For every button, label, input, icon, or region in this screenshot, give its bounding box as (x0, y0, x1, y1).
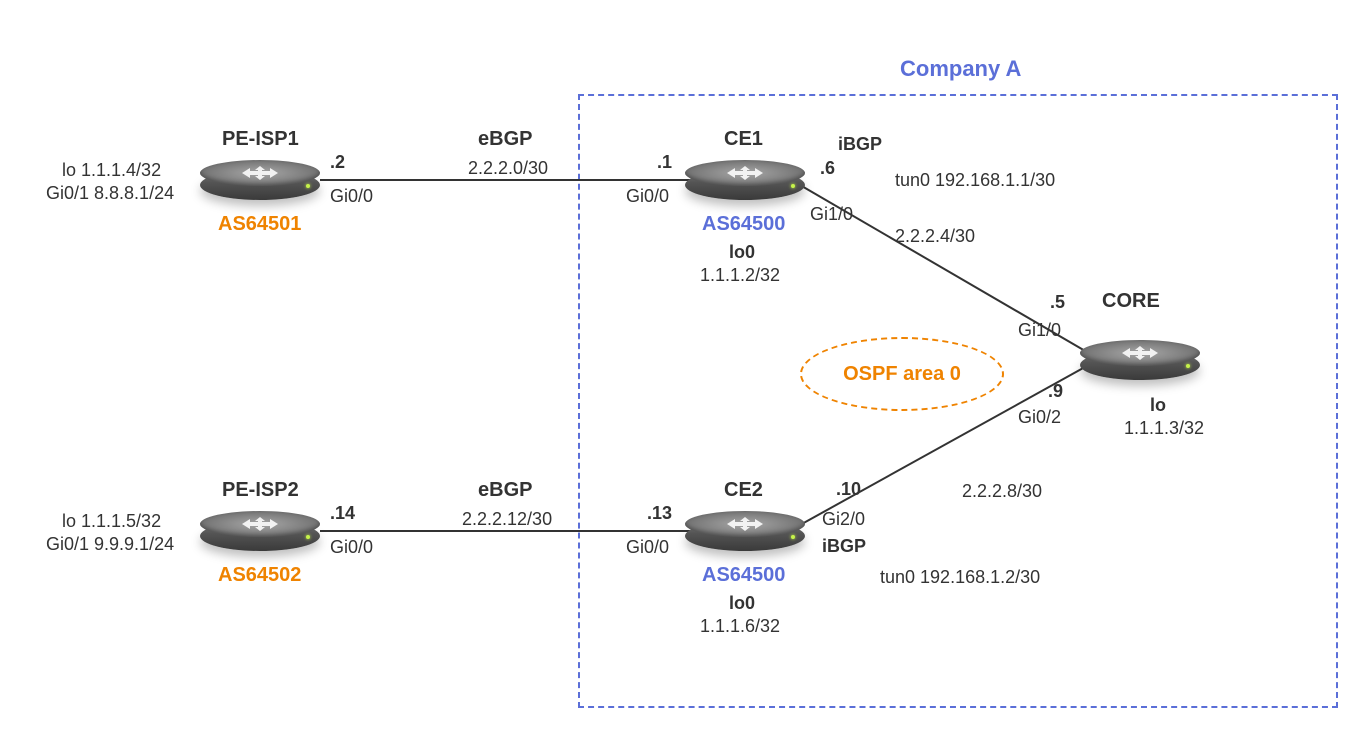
router-pe-isp1 (200, 160, 320, 200)
pe-isp1-info1: Gi0/1 8.8.8.1/24 (46, 183, 174, 204)
core-top-addr: .5 (1050, 292, 1065, 313)
ce2core-subnet: 2.2.2.8/30 (962, 481, 1042, 502)
company-label: Company A (900, 56, 1021, 82)
pe-isp1-info0: lo 1.1.1.4/32 (62, 160, 161, 181)
router-pe-isp2 (200, 511, 320, 551)
ebgp2-subnet: 2.2.2.12/30 (462, 509, 552, 530)
ebgp1-subnet: 2.2.2.0/30 (468, 158, 548, 179)
pe-isp1-as: AS64501 (218, 213, 301, 236)
core-lo-addr: 1.1.1.3/32 (1124, 418, 1204, 439)
pe-isp1-title: PE-ISP1 (222, 128, 299, 151)
pe-isp2-title: PE-ISP2 (222, 479, 299, 502)
pe-isp2-right-addr: .14 (330, 503, 355, 524)
pe-isp2-info1: Gi0/1 9.9.9.1/24 (46, 534, 174, 555)
link-isp2-ce2 (320, 530, 690, 532)
pe-isp2-right-if: Gi0/0 (330, 537, 373, 558)
ce2-right-if: Gi2/0 (822, 509, 865, 530)
pe-isp1-right-if: Gi0/0 (330, 186, 373, 207)
ce2-lo-addr: 1.1.1.6/32 (700, 616, 780, 637)
router-core (1080, 340, 1200, 380)
ce2-ibgp: iBGP (822, 536, 866, 557)
ebgp2-label: eBGP (478, 479, 532, 502)
ce1-left-addr: .1 (657, 152, 672, 173)
core-bot-if: Gi0/2 (1018, 407, 1061, 428)
ospf-area: OSPF area 0 (800, 337, 1004, 411)
ce1-title: CE1 (724, 128, 763, 151)
pe-isp1-right-addr: .2 (330, 152, 345, 173)
ce1-lo-addr: 1.1.1.2/32 (700, 265, 780, 286)
ce1-lo: lo0 (729, 242, 755, 263)
core-title: CORE (1102, 290, 1160, 313)
ce2-title: CE2 (724, 479, 763, 502)
ce2core-tun: tun0 192.168.1.2/30 (880, 567, 1040, 588)
ce1-as: AS64500 (702, 213, 785, 236)
ce1-ibgp: iBGP (838, 134, 882, 155)
core-lo: lo (1150, 395, 1166, 416)
pe-isp2-info0: lo 1.1.1.5/32 (62, 511, 161, 532)
core-bot-addr: .9 (1048, 381, 1063, 402)
ce1-right-addr: .6 (820, 158, 835, 179)
router-ce1 (685, 160, 805, 200)
ce2-left-addr: .13 (647, 503, 672, 524)
ce1-left-if: Gi0/0 (626, 186, 669, 207)
ce2-lo: lo0 (729, 593, 755, 614)
ce2-right-addr: .10 (836, 479, 861, 500)
ce1core-subnet: 2.2.2.4/30 (895, 226, 975, 247)
ebgp1-label: eBGP (478, 128, 532, 151)
ce1-right-if: Gi1/0 (810, 204, 853, 225)
link-isp1-ce1 (320, 179, 690, 181)
ce1core-tun: tun0 192.168.1.1/30 (895, 170, 1055, 191)
core-top-if: Gi1/0 (1018, 320, 1061, 341)
ce2-as: AS64500 (702, 564, 785, 587)
ce2-left-if: Gi0/0 (626, 537, 669, 558)
pe-isp2-as: AS64502 (218, 564, 301, 587)
router-ce2 (685, 511, 805, 551)
ospf-label: OSPF area 0 (843, 363, 961, 386)
